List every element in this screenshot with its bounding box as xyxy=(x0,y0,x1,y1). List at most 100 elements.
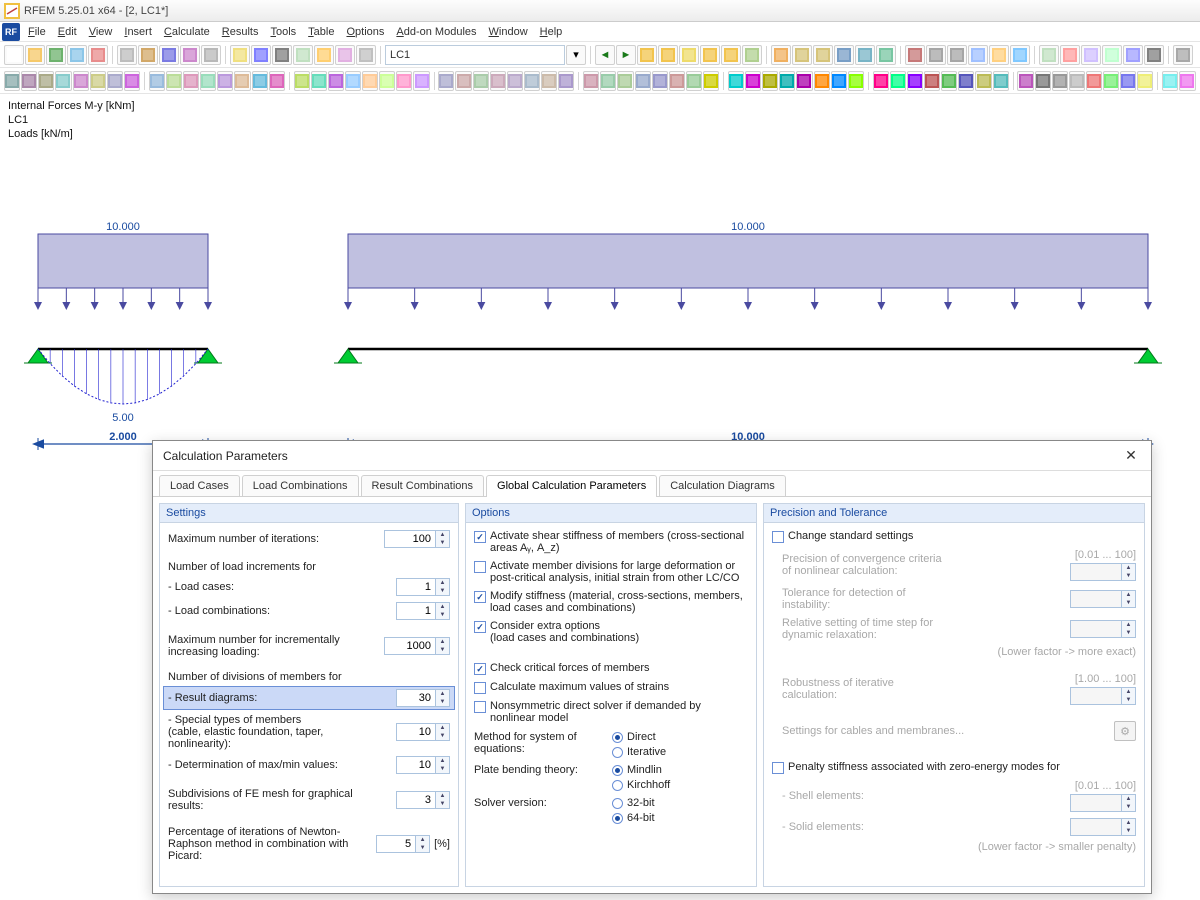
spinner-arrows[interactable]: ▲▼ xyxy=(436,530,450,548)
toolbar-button[interactable] xyxy=(294,71,310,91)
opt-member-divisions[interactable]: Activate member divisions for large defo… xyxy=(474,559,748,585)
toolbar-button[interactable] xyxy=(1103,71,1119,91)
spinner-input[interactable] xyxy=(376,835,416,853)
toolbar-button[interactable] xyxy=(4,45,24,65)
toolbar-button[interactable] xyxy=(1102,45,1122,65)
toolbar-button[interactable] xyxy=(1123,45,1143,65)
spinner-arrows[interactable]: ▲▼ xyxy=(436,791,450,809)
toolbar-button[interactable] xyxy=(1052,71,1068,91)
toolbar-button[interactable] xyxy=(379,71,395,91)
spinner-input[interactable] xyxy=(396,723,436,741)
menu-help[interactable]: Help xyxy=(534,24,569,40)
spinner-arrows[interactable]: ▲▼ xyxy=(436,637,450,655)
menu-edit[interactable]: Edit xyxy=(52,24,83,40)
toolbar-button[interactable] xyxy=(524,71,540,91)
opt-shear-stiffness[interactable]: ✓Activate shear stiffness of members (cr… xyxy=(474,529,748,555)
radio-kirchhoff[interactable]: Kirchhoff xyxy=(612,779,670,791)
radio-32bit[interactable]: 32-bit xyxy=(612,797,655,809)
opt-penalty-stiffness[interactable]: Penalty stiffness associated with zero-e… xyxy=(772,760,1136,775)
cables-settings-button[interactable]: ⚙ xyxy=(1114,721,1136,741)
toolbar-button[interactable] xyxy=(728,71,744,91)
tab-calculation-diagrams[interactable]: Calculation Diagrams xyxy=(659,475,786,496)
menu-tools[interactable]: Tools xyxy=(264,24,302,40)
toolbar-button[interactable] xyxy=(345,71,361,91)
toolbar-button[interactable] xyxy=(1144,45,1164,65)
toolbar-button[interactable] xyxy=(779,71,795,91)
toolbar-button[interactable] xyxy=(46,45,66,65)
toolbar-button[interactable] xyxy=(721,45,741,65)
toolbar-button[interactable] xyxy=(200,71,216,91)
toolbar-button[interactable] xyxy=(1162,71,1178,91)
toolbar-button[interactable] xyxy=(905,45,925,65)
toolbar-button[interactable] xyxy=(989,45,1009,65)
toolbar-button[interactable] xyxy=(88,45,108,65)
toolbar-button[interactable] xyxy=(907,71,923,91)
toolbar-button[interactable] xyxy=(251,45,271,65)
toolbar-button[interactable] xyxy=(637,45,657,65)
toolbar-button[interactable] xyxy=(679,45,699,65)
spinner-input[interactable] xyxy=(396,578,436,596)
spinner-input[interactable] xyxy=(396,791,436,809)
toolbar-button[interactable] xyxy=(762,71,778,91)
menu-window[interactable]: Window xyxy=(483,24,534,40)
toolbar-button[interactable] xyxy=(217,71,233,91)
toolbar-button[interactable] xyxy=(855,45,875,65)
menu-insert[interactable]: Insert xyxy=(118,24,158,40)
menu-add-on-modules[interactable]: Add-on Modules xyxy=(390,24,482,40)
spinner-arrows[interactable]: ▲▼ xyxy=(436,689,450,707)
toolbar-button[interactable] xyxy=(21,71,37,91)
spinner-input[interactable] xyxy=(396,689,436,707)
toolbar-button[interactable] xyxy=(55,71,71,91)
toolbar-button[interactable] xyxy=(234,71,250,91)
menu-options[interactable]: Options xyxy=(340,24,390,40)
toolbar-button[interactable] xyxy=(947,45,967,65)
toolbar-button[interactable] xyxy=(180,45,200,65)
toolbar-button[interactable] xyxy=(455,71,471,91)
toolbar-button[interactable] xyxy=(252,71,268,91)
menu-file[interactable]: File xyxy=(22,24,52,40)
toolbar-button[interactable] xyxy=(796,71,812,91)
radio-direct[interactable]: Direct xyxy=(612,731,666,743)
tab-load-cases[interactable]: Load Cases xyxy=(159,475,240,496)
nav-button[interactable]: ◄ xyxy=(595,45,615,65)
toolbar-button[interactable] xyxy=(745,71,761,91)
toolbar-button[interactable] xyxy=(1081,45,1101,65)
spinner-input[interactable] xyxy=(396,756,436,774)
toolbar-button[interactable] xyxy=(396,71,412,91)
opt-check-critical[interactable]: ✓Check critical forces of members xyxy=(474,661,748,676)
toolbar-button[interactable] xyxy=(1039,45,1059,65)
toolbar-button[interactable] xyxy=(272,45,292,65)
toolbar-button[interactable] xyxy=(771,45,791,65)
toolbar-button[interactable] xyxy=(873,71,889,91)
toolbar-button[interactable] xyxy=(4,71,20,91)
spinner-input[interactable] xyxy=(396,602,436,620)
opt-nonsym-solver[interactable]: Nonsymmetric direct solver if demanded b… xyxy=(474,699,748,725)
toolbar-button[interactable] xyxy=(541,71,557,91)
toolbar-button[interactable] xyxy=(600,71,616,91)
spinner-arrows[interactable]: ▲▼ xyxy=(436,756,450,774)
spinner-input[interactable] xyxy=(384,530,436,548)
toolbar-button[interactable] xyxy=(926,45,946,65)
toolbar-button[interactable] xyxy=(1060,45,1080,65)
toolbar-button[interactable] xyxy=(742,45,762,65)
menu-view[interactable]: View xyxy=(83,24,119,40)
dropdown-icon[interactable]: ▾ xyxy=(566,45,586,65)
toolbar-button[interactable] xyxy=(703,71,719,91)
spinner-arrows[interactable]: ▲▼ xyxy=(436,578,450,596)
radio-iterative[interactable]: Iterative xyxy=(612,746,666,758)
opt-modify-stiffness[interactable]: ✓Modify stiffness (material, cross-secti… xyxy=(474,589,748,615)
toolbar-button[interactable] xyxy=(993,71,1009,91)
toolbar-button[interactable] xyxy=(166,71,182,91)
nav-button[interactable]: ► xyxy=(616,45,636,65)
menu-calculate[interactable]: Calculate xyxy=(158,24,216,40)
toolbar-button[interactable] xyxy=(269,71,285,91)
toolbar-button[interactable] xyxy=(438,71,454,91)
spinner-arrows[interactable]: ▲▼ xyxy=(416,835,430,853)
toolbar-button[interactable] xyxy=(138,45,158,65)
toolbar-button[interactable] xyxy=(834,45,854,65)
toolbar-button[interactable] xyxy=(1173,45,1193,65)
toolbar-button[interactable] xyxy=(658,45,678,65)
toolbar-button[interactable] xyxy=(958,71,974,91)
close-button[interactable]: ✕ xyxy=(1121,446,1141,466)
tab-result-combinations[interactable]: Result Combinations xyxy=(361,475,485,496)
